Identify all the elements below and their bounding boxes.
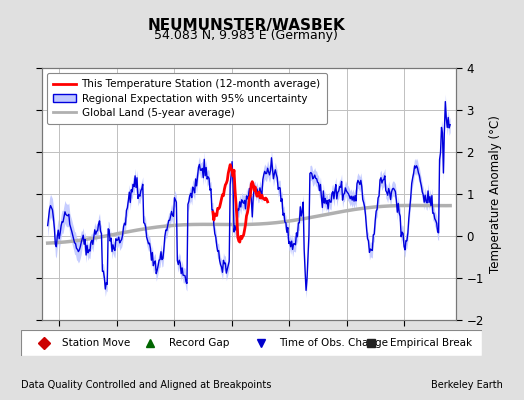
Text: Berkeley Earth: Berkeley Earth <box>431 380 503 390</box>
Text: Station Move: Station Move <box>62 338 130 348</box>
Text: Empirical Break: Empirical Break <box>390 338 472 348</box>
Text: 54.083 N, 9.983 E (Germany): 54.083 N, 9.983 E (Germany) <box>155 29 338 42</box>
Text: Record Gap: Record Gap <box>169 338 229 348</box>
Text: Data Quality Controlled and Aligned at Breakpoints: Data Quality Controlled and Aligned at B… <box>21 380 271 390</box>
Text: NEUMUNSTER/WASBEK: NEUMUNSTER/WASBEK <box>147 18 345 33</box>
FancyBboxPatch shape <box>21 330 482 356</box>
Y-axis label: Temperature Anomaly (°C): Temperature Anomaly (°C) <box>489 115 502 273</box>
Text: Time of Obs. Change: Time of Obs. Change <box>279 338 388 348</box>
Legend: This Temperature Station (12-month average), Regional Expectation with 95% uncer: This Temperature Station (12-month avera… <box>47 73 327 124</box>
